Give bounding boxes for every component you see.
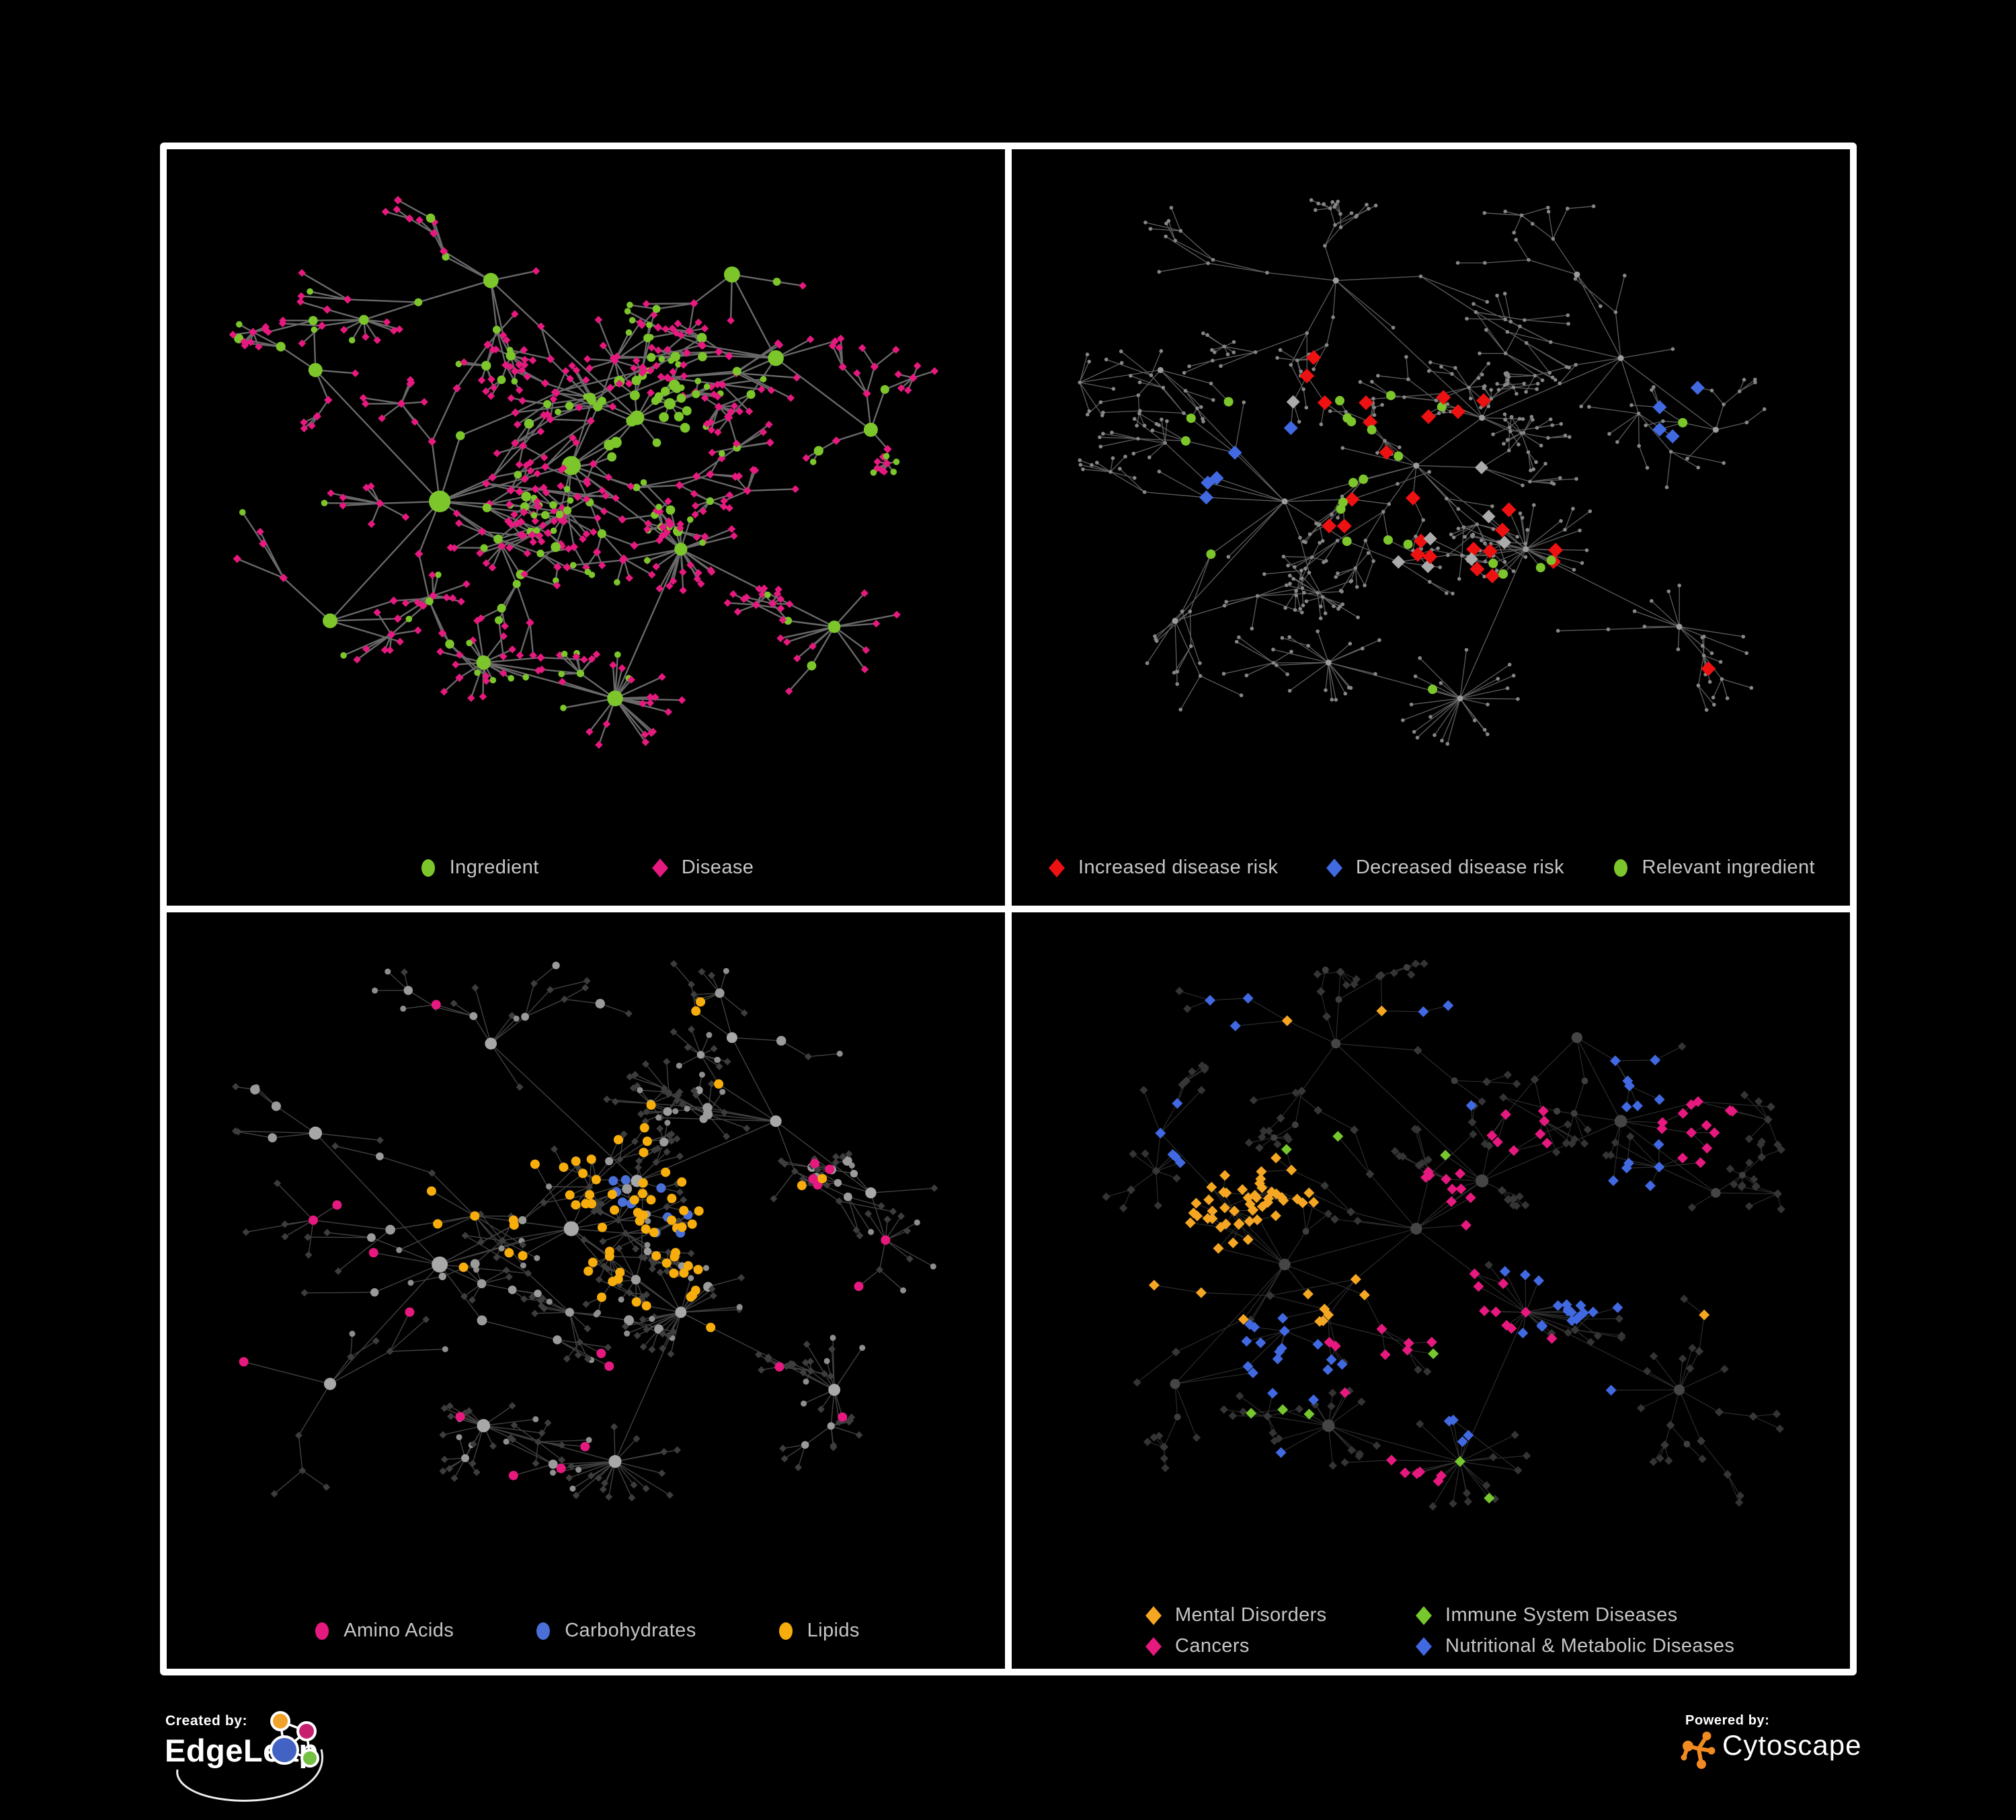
created-by-label: Created by: (165, 1713, 248, 1729)
panel-disease-risk: Increased disease risk Decreased disease … (1012, 149, 1850, 906)
legend: Mental Disorders Immune System Diseases Ca… (1012, 1593, 1850, 1669)
diamond-icon (1145, 1636, 1162, 1656)
circle-icon (778, 1622, 793, 1640)
legend-item: Lipids (776, 1620, 860, 1642)
diamond-icon (651, 858, 668, 877)
network-canvas (1078, 198, 1767, 746)
edgeleap-brand-text: EdgeLeap (165, 1733, 319, 1768)
legend-item: Increased disease risk (1047, 857, 1278, 879)
legend-label: Carbohydrates (565, 1620, 696, 1641)
legend-label: Increased disease risk (1078, 857, 1279, 878)
diamond-icon (1049, 858, 1065, 877)
legend: Ingredient Disease (167, 830, 1005, 906)
legend-label: Cancers (1175, 1635, 1250, 1657)
legend: Amino Acids Carbohydrates Lipids (167, 1593, 1005, 1669)
panel-ingredient-disease: Ingredient Disease (167, 149, 1005, 906)
legend-label: Relevant ingredient (1642, 857, 1815, 878)
legend-item: Decreased disease risk (1324, 857, 1564, 879)
powered-by-block: Powered by: Cytoscape (1679, 1708, 1874, 1802)
created-by-block: Created by: EdgeLeap (161, 1708, 484, 1815)
legend-label: Amino Acids (344, 1620, 454, 1641)
circle-icon (315, 1622, 329, 1640)
cytoscape-brand-text: Cytoscape (1722, 1729, 1862, 1761)
legend-item: Cancers (1143, 1635, 1414, 1657)
cytoscape-logo-icon (1681, 1731, 1716, 1769)
legend-label: Lipids (807, 1620, 860, 1641)
legend-label: Decreased disease risk (1355, 857, 1565, 878)
legend-label: Immune System Diseases (1445, 1604, 1678, 1626)
circle-icon (536, 1622, 551, 1640)
panel-disease-classes: Mental Disorders Immune System Diseases Ca… (1012, 912, 1850, 1669)
legend-item: Relevant ingredient (1611, 857, 1815, 879)
legend-label: Disease (681, 857, 754, 878)
diamond-icon (1416, 1606, 1432, 1625)
network-canvas (231, 960, 938, 1502)
legend-item: Disease (650, 857, 754, 879)
diamond-icon (1326, 858, 1342, 877)
legend-item: Carbohydrates (533, 1620, 696, 1642)
legend-item: Amino Acids (312, 1620, 454, 1642)
legend-item: Ingredient (418, 857, 539, 879)
diamond-icon (1416, 1636, 1432, 1656)
legend-item: Nutritional & Metabolic Diseases (1414, 1635, 1734, 1657)
powered-by-label: Powered by: (1685, 1713, 1770, 1728)
circle-icon (421, 859, 435, 877)
legend-label: Nutritional & Metabolic Diseases (1445, 1635, 1735, 1657)
panels-grid: Ingredient Disease Increased disease risk… (160, 143, 1857, 1675)
diamond-icon (1145, 1606, 1162, 1625)
legend: Increased disease risk Decreased disease … (1012, 830, 1850, 906)
legend-label: Mental Disorders (1175, 1604, 1327, 1626)
network-canvas (1102, 959, 1785, 1511)
legend-label: Ingredient (449, 857, 539, 878)
circle-icon (1613, 859, 1627, 877)
legend-item: Mental Disorders (1143, 1604, 1414, 1626)
panel-nutrient-classes: Amino Acids Carbohydrates Lipids (167, 912, 1005, 1669)
network-canvas (229, 196, 939, 749)
legend-item: Immune System Diseases (1414, 1604, 1734, 1626)
